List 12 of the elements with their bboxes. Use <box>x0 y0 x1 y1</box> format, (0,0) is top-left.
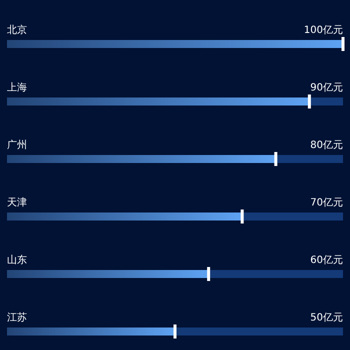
data-label: 100亿元 <box>304 25 343 36</box>
data-label: 60亿元 <box>310 255 343 266</box>
y-tick-label: 上海 <box>7 82 27 94</box>
y-tick-label: 北京 <box>7 24 27 36</box>
y-tick-label: 天津 <box>7 196 27 208</box>
data-label: 90亿元 <box>310 82 343 94</box>
data-label: 50亿元 <box>310 312 343 324</box>
y-tick-label: 广州 <box>7 139 27 151</box>
data-label: 80亿元 <box>310 140 343 151</box>
data-label: 70亿元 <box>310 198 343 208</box>
y-tick-label: 山东 <box>7 254 27 266</box>
y-tick-label: 江苏 <box>7 312 27 324</box>
